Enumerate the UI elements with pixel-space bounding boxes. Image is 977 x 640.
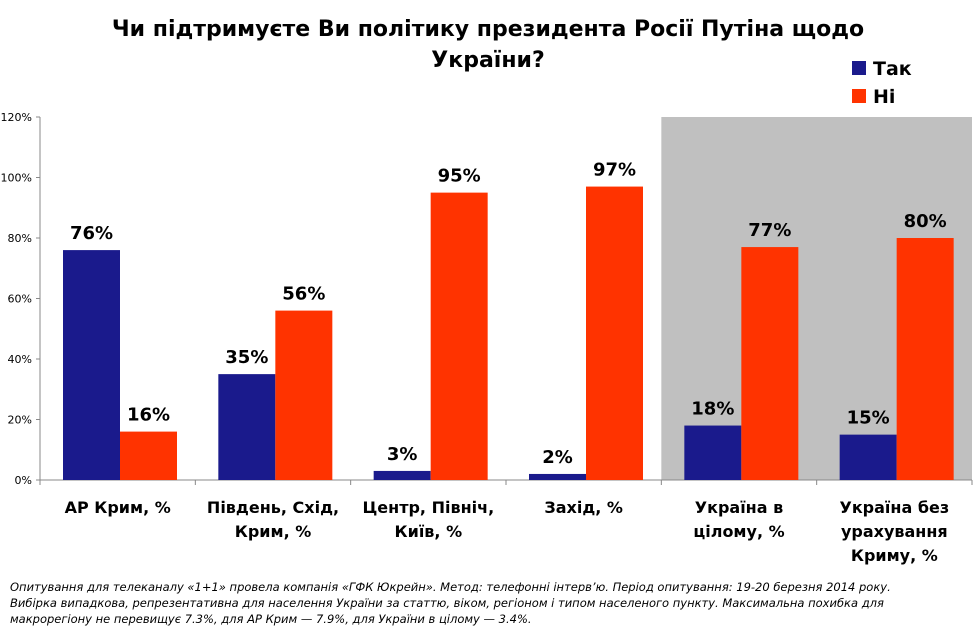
legend-label: Ні bbox=[873, 86, 895, 108]
bar-ni bbox=[741, 247, 799, 480]
data-label: 35% bbox=[225, 347, 268, 368]
data-label: 95% bbox=[438, 166, 481, 187]
y-tick-label: 40% bbox=[8, 353, 32, 366]
y-tick-label: 0% bbox=[15, 474, 32, 487]
data-label: 56% bbox=[282, 284, 325, 305]
footnote-line-1: Опитування для телеканалу «1+1» провела … bbox=[10, 580, 891, 594]
y-tick-label: 20% bbox=[8, 414, 32, 427]
data-label: 15% bbox=[847, 408, 890, 429]
chart-title: України? bbox=[431, 48, 544, 73]
y-tick-label: 60% bbox=[8, 293, 32, 306]
category-label: АР Крим, % bbox=[65, 498, 171, 517]
data-label: 18% bbox=[691, 399, 734, 420]
bar-ni bbox=[275, 310, 333, 480]
chart-title: Чи підтримуєте Ви політику президента Ро… bbox=[112, 17, 864, 42]
category-label: урахування bbox=[841, 522, 948, 541]
bar-tak bbox=[684, 425, 742, 480]
legend-swatch bbox=[852, 89, 866, 103]
bar-tak bbox=[839, 434, 897, 480]
legend-swatch bbox=[852, 61, 866, 75]
category-label: цілому, % bbox=[693, 522, 784, 541]
category-label: Київ, % bbox=[395, 522, 463, 541]
bar-ni bbox=[586, 186, 643, 480]
bar-ni bbox=[430, 192, 488, 480]
bar-tak bbox=[218, 374, 276, 480]
category-label: Україна без bbox=[839, 498, 949, 517]
category-label: Центр, Північ, bbox=[362, 498, 494, 517]
bar-tak bbox=[373, 470, 431, 480]
footnote-line-3: макрорегіону не перевищує 7.3%, для АР К… bbox=[10, 612, 532, 626]
bar-tak bbox=[529, 473, 586, 480]
bar-tak bbox=[63, 250, 120, 480]
category-label: Захід, % bbox=[544, 498, 623, 517]
y-tick-label: 120% bbox=[1, 111, 32, 124]
legend-label: Так bbox=[873, 58, 912, 80]
data-label: 80% bbox=[904, 211, 947, 232]
y-tick-label: 100% bbox=[1, 172, 32, 185]
data-label: 97% bbox=[593, 160, 636, 181]
bar-ni bbox=[896, 238, 954, 480]
footnote: Опитування для телеканалу «1+1» провела … bbox=[10, 579, 970, 627]
category-label: Криму, % bbox=[851, 546, 938, 565]
category-label: Крим, % bbox=[235, 522, 312, 541]
y-tick-label: 80% bbox=[8, 232, 32, 245]
data-label: 3% bbox=[387, 444, 418, 465]
data-label: 2% bbox=[542, 447, 573, 468]
category-label: Україна в bbox=[695, 498, 783, 517]
data-label: 76% bbox=[70, 223, 113, 244]
footnote-line-2: Вибірка випадкова, репрезентативна для н… bbox=[10, 596, 884, 610]
data-label: 16% bbox=[127, 405, 170, 426]
data-label: 77% bbox=[748, 220, 791, 241]
category-label: Південь, Схід, bbox=[207, 498, 339, 517]
bar-ni bbox=[120, 431, 177, 480]
